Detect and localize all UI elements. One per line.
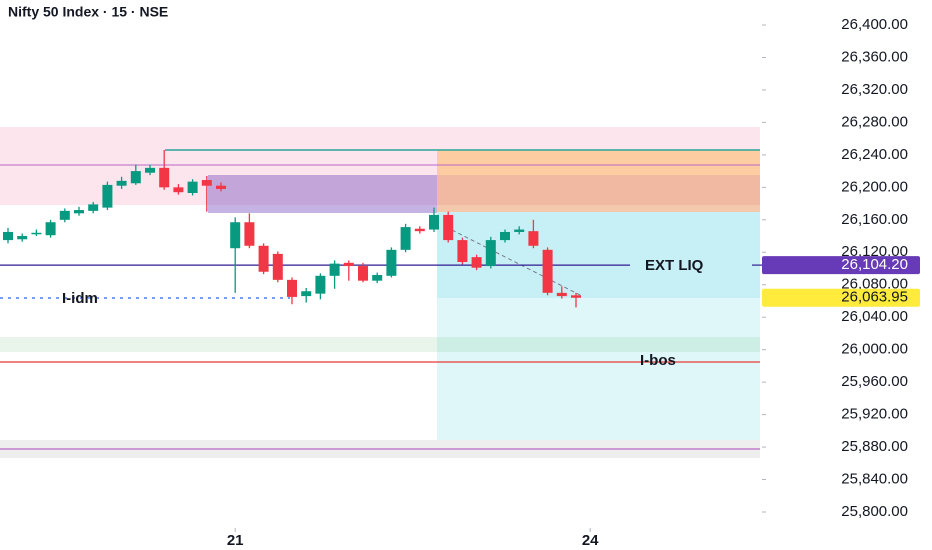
y-tick-label: 26,320.00 <box>841 81 908 98</box>
candle-body <box>514 229 525 232</box>
candle-body <box>429 214 439 230</box>
y-tick-label: 26,400.00 <box>841 16 908 33</box>
price-label-bg <box>762 256 920 275</box>
bos-label: I-bos <box>640 352 676 369</box>
candle-body <box>414 228 425 232</box>
order-block <box>208 175 437 213</box>
candle-body <box>358 266 368 281</box>
candle-body <box>130 171 141 184</box>
candle-body <box>372 274 383 281</box>
y-tick-label: 26,000.00 <box>841 341 908 358</box>
price-label: 26,063.95 <box>841 289 908 306</box>
y-tick-label: 26,240.00 <box>841 146 908 163</box>
candle-body <box>443 214 454 241</box>
candle-body <box>315 275 326 294</box>
candle-body <box>59 210 70 220</box>
projection-line <box>451 229 583 297</box>
candle-body <box>145 167 155 173</box>
chart-title: Nifty 50 Index · 15 · NSE <box>8 4 168 20</box>
candle-body <box>17 236 28 240</box>
x-tick-label: 24 <box>582 532 599 549</box>
premium-zone <box>0 127 760 205</box>
candle-body <box>116 180 127 186</box>
candle-body <box>287 279 297 297</box>
supply-zone <box>437 150 760 212</box>
y-tick-label: 25,920.00 <box>841 406 908 423</box>
candle-body <box>301 291 312 297</box>
y-tick-label: 26,360.00 <box>841 48 908 65</box>
y-tick-label: 25,840.00 <box>841 471 908 488</box>
candle-body <box>571 295 581 298</box>
candle-body <box>471 257 482 268</box>
y-tick-label: 26,120.00 <box>841 243 908 260</box>
candle-body <box>201 180 212 186</box>
demand-band <box>0 337 760 352</box>
candle-body <box>102 184 113 208</box>
candle-body <box>3 231 13 241</box>
zones <box>0 127 760 458</box>
candle-body <box>74 210 84 214</box>
candle-body <box>244 222 255 246</box>
y-tick-label: 25,880.00 <box>841 438 908 455</box>
target-zone-lower <box>437 298 760 440</box>
candle-body <box>329 263 340 276</box>
candle-body <box>485 240 496 267</box>
candle-body <box>500 231 510 241</box>
candle-body <box>542 249 553 293</box>
candle-body <box>88 204 99 211</box>
y-tick-label: 26,040.00 <box>841 308 908 325</box>
price-label: 26,104.20 <box>841 256 908 273</box>
candle-body <box>258 245 269 272</box>
candle-body <box>31 232 42 235</box>
candle-body <box>187 181 198 194</box>
y-tick-label: 26,280.00 <box>841 113 908 130</box>
candle-body <box>457 240 468 263</box>
y-tick-label: 26,160.00 <box>841 211 908 228</box>
candle-body <box>45 222 56 236</box>
candle-body <box>230 222 241 249</box>
candle-body <box>556 292 567 297</box>
target-zone <box>437 212 760 298</box>
y-tick-label: 26,200.00 <box>841 178 908 195</box>
candle-body <box>216 185 226 189</box>
candle-body <box>272 253 283 280</box>
idm-label: I-idm <box>62 290 98 307</box>
x-tick-label: 21 <box>227 532 244 549</box>
price-label-bg <box>762 288 920 307</box>
candle-body <box>343 262 354 267</box>
y-tick-label: 25,800.00 <box>841 503 908 520</box>
y-tick-label: 26,080.00 <box>841 276 908 293</box>
order-block-right <box>437 175 760 212</box>
candle-body <box>400 227 411 250</box>
candle-body <box>528 231 539 246</box>
ext-liq-label: EXT LIQ <box>645 257 704 274</box>
candle-body <box>159 167 170 188</box>
candle-body <box>173 187 184 193</box>
y-tick-label: 25,960.00 <box>841 373 908 390</box>
candle-body <box>386 249 397 276</box>
